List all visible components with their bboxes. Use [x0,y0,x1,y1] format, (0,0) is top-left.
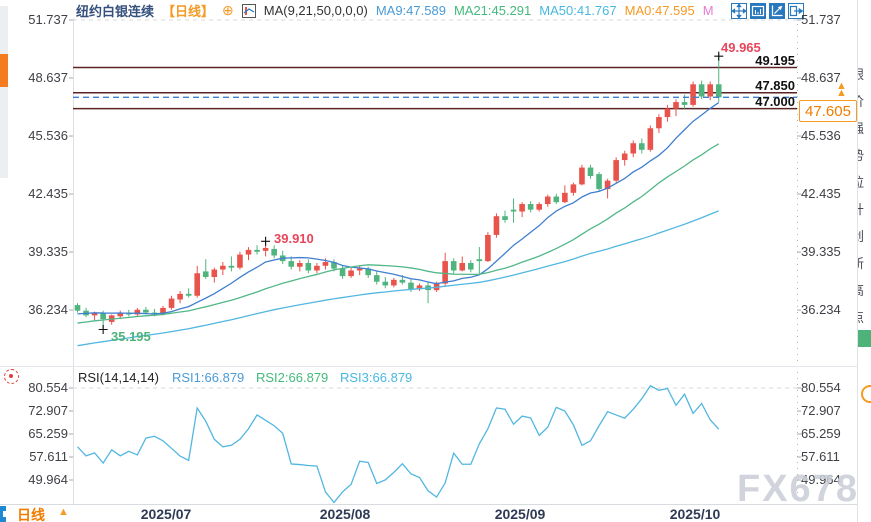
rsi-tick-label: 49.964 [28,472,68,487]
y-tick-label: 36.234 [801,302,841,318]
zoom-area-icon[interactable] [750,3,766,19]
ma50-readout: MA50:41.767 [539,3,617,18]
y-tick-label: 36.234 [28,302,68,318]
clipped-text-fragment: 拉 [858,172,871,191]
ma21-line [77,143,720,324]
level-label-49195: 49.195 [755,53,795,68]
chart-toolbar [731,3,804,19]
grid [69,18,801,504]
rsi-tick-label: 49.964 [801,472,841,487]
rsi-tick-label: 57.611 [801,449,840,464]
rsi-header[interactable]: RSI(14,14,14) [78,370,159,385]
axis-scale-icon[interactable] [769,3,785,19]
rsi-tick-label: 57.611 [29,449,68,464]
period-tag[interactable]: 【日线】 [162,4,215,19]
pane-divider [0,366,857,367]
axis-divider [0,504,857,505]
kline-style-icon[interactable] [241,3,256,18]
y-tick-label: 39.335 [801,244,841,260]
clipped-text-fragment: 银 [858,64,871,83]
rsi2-readout: RSI2:66.879 [256,370,329,385]
level-lines [73,66,797,110]
current-price-badge: 47.605 [799,100,857,122]
x-axis-label: 2025/07 [140,506,192,522]
y-tick-label: 39.335 [28,244,68,260]
x-axis-label: 2025/10 [669,506,721,522]
clipped-text-fragment: 点 [858,307,871,326]
watermark: FX678 [737,468,859,510]
ma-settings-label[interactable]: MA(9,21,50,0,0,0) [263,3,368,18]
rsi-tick-label: 72.907 [801,403,841,418]
rsi3-readout: RSI3:66.879 [340,370,413,385]
y-tick-label: 51.737 [28,12,68,27]
ma9-line [77,102,720,315]
m-readout: M [702,3,714,18]
current-price-value: 47.605 [805,102,851,120]
clipped-text-fragment: 升 [858,199,871,218]
rsi-tick-label: 65.259 [28,426,68,441]
indicator-settings-icon[interactable] [4,369,19,384]
ma0-readout: MA0:47.595 [624,3,695,18]
rsi1-readout: RSI1:66.879 [172,370,245,385]
rsi-tick-label: 80.554 [28,380,68,395]
peak-annotation: 39.910 [274,231,314,246]
add-indicator-icon[interactable]: ⊕ [222,2,234,18]
high-annotation: 49.965 [721,40,761,55]
y-tick-label: 45.536 [28,128,68,144]
period-selector[interactable]: 日线 [17,507,45,522]
clipped-text-fragment: 高 [858,280,871,299]
period-arrow-icon[interactable]: ▲ [58,506,69,518]
price-up-arrow-icon: ▲ ▲ [836,80,847,99]
side-panel-tag [858,330,871,347]
side-panel-badge-icon [861,385,871,403]
clipped-side-panel: 银价强势拉升创新高点 [858,0,871,522]
low-annotation: 35.195 [111,329,151,344]
ma50-line [77,210,719,347]
extreme-markers [98,51,724,334]
rsi-tick-label: 72.907 [28,403,68,418]
y-tick-label: 48.637 [801,70,841,85]
corner-toolbar-icon[interactable] [0,506,6,522]
left-scrollbar-thumb[interactable] [0,54,8,87]
y-tick-label: 45.536 [801,128,841,144]
y-tick-label: 48.637 [28,70,68,85]
rsi-line [77,384,720,504]
ma9-readout: MA9:47.589 [375,3,446,18]
y-tick-label: 51.737 [801,12,841,27]
right-divider [857,0,858,522]
left-scrollbar-track[interactable] [0,6,8,178]
y-tick-label: 42.435 [28,186,68,202]
x-axis-label: 2025/09 [494,506,546,522]
clipped-text-fragment: 强 [858,118,871,137]
clipped-text-fragment: 势 [858,145,871,164]
ma21-readout: MA21:45.291 [453,3,532,18]
symbol-title: 纽约白银连续 [76,4,155,19]
pan-right-icon[interactable] [788,3,804,19]
chart-header: 纽约白银连续 【日线】 ⊕ MA(9,21,50,0,0,0) MA9:47.5… [76,2,714,19]
clipped-text-fragment: 新 [858,253,871,272]
level-label-47850: 47.850 [755,78,795,93]
x-axis-label: 2025/08 [319,506,371,522]
y-tick-label: 42.435 [801,186,841,202]
level-label-47000: 47.000 [755,94,795,109]
rsi-tick-label: 65.259 [801,426,841,441]
clipped-text-fragment: 创 [858,226,871,245]
clipped-text-fragment: 价 [858,91,871,110]
move-crosshair-icon[interactable] [731,3,747,19]
rsi-tick-label: 80.554 [801,380,841,395]
candles [74,53,722,330]
